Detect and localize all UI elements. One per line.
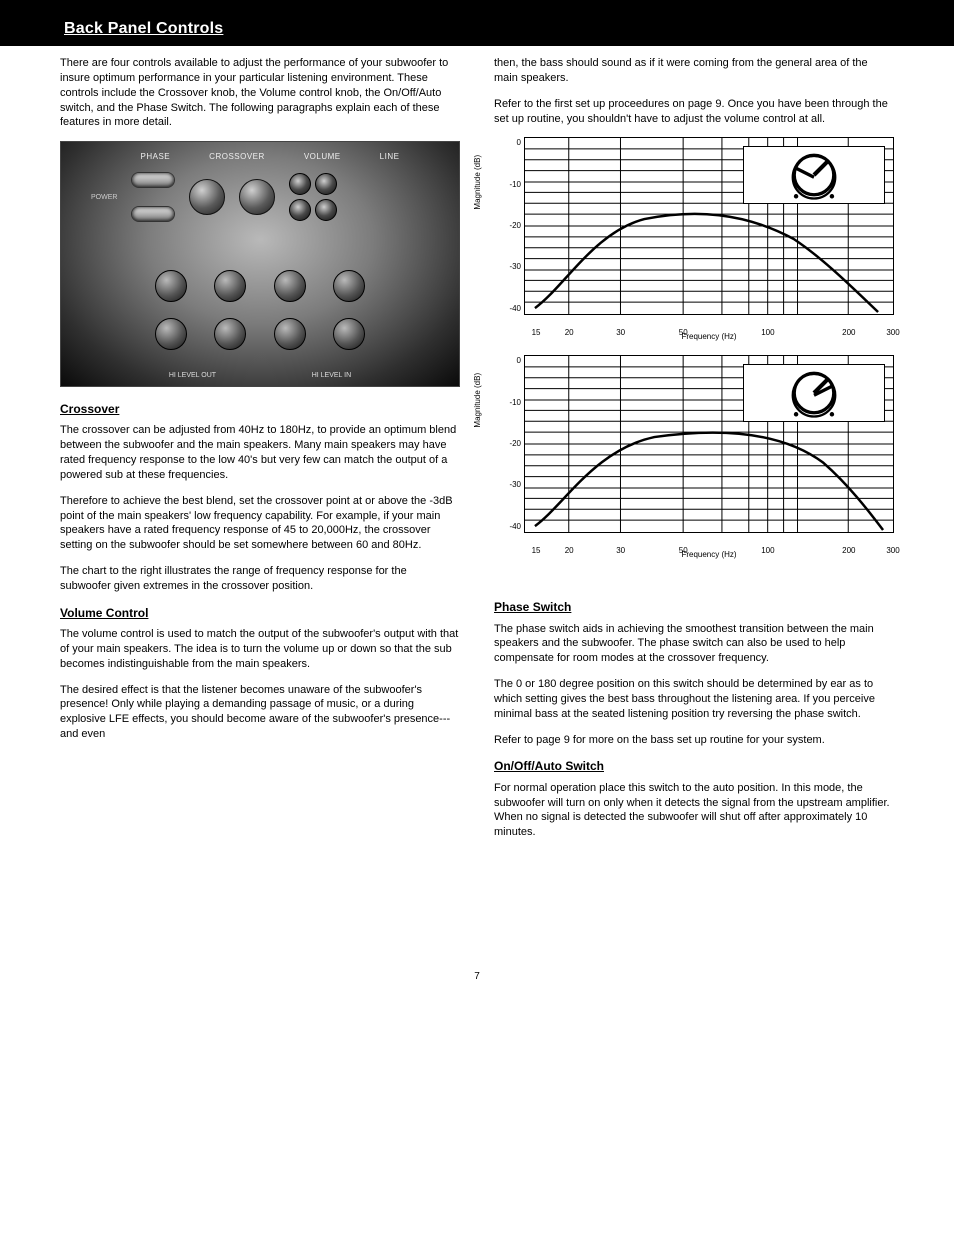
chart2-ytitle: Magnitude (dB) bbox=[473, 373, 484, 428]
chart1-ylabels: 0 -10 -20 -30 -40 bbox=[495, 138, 521, 314]
right-p2: Refer to the first set up proceedures on… bbox=[494, 97, 894, 127]
terminal bbox=[333, 318, 365, 350]
curve-1 bbox=[535, 214, 878, 312]
photo-bottom-labels: HI LEVEL OUT HI LEVEL IN bbox=[61, 371, 459, 380]
photo-terminal-row-2 bbox=[61, 318, 459, 350]
right-p1: then, the bass should sound as if it wer… bbox=[494, 56, 894, 86]
terminal bbox=[214, 318, 246, 350]
page-footer: 7 bbox=[0, 971, 954, 1002]
label-phase: PHASE bbox=[141, 152, 171, 163]
volume-knob bbox=[239, 179, 275, 215]
volume-p2: The desired effect is that the listener … bbox=[60, 683, 460, 742]
line-jacks bbox=[289, 173, 337, 221]
section-crossover: Crossover bbox=[60, 401, 460, 417]
section-volume: Volume Control bbox=[60, 605, 460, 621]
jack-out-l bbox=[315, 173, 337, 195]
label-volume: VOLUME bbox=[304, 152, 341, 163]
chart2-ylabels: 0 -10 -20 -30 -40 bbox=[495, 356, 521, 532]
section-phase: Phase Switch bbox=[494, 599, 894, 615]
section-auto: On/Off/Auto Switch bbox=[494, 758, 894, 774]
inset-vol-knob-icon bbox=[744, 365, 884, 421]
terminal bbox=[155, 270, 187, 302]
phase-switch bbox=[131, 172, 175, 188]
page-columns: There are four controls available to adj… bbox=[0, 46, 954, 851]
phase-p1: The phase switch aids in achieving the s… bbox=[494, 622, 894, 667]
terminal bbox=[333, 270, 365, 302]
intro-paragraph: There are four controls available to adj… bbox=[60, 56, 460, 130]
label-crossover: CROSSOVER bbox=[209, 152, 265, 163]
label-power: POWER bbox=[91, 193, 117, 202]
photo-terminal-row-1 bbox=[61, 270, 459, 302]
left-column: There are four controls available to adj… bbox=[60, 56, 460, 851]
crossover-p1: The crossover can be adjusted from 40Hz … bbox=[60, 423, 460, 482]
auto-p1: For normal operation place this switch t… bbox=[494, 781, 894, 840]
header-bar: Back Panel Controls bbox=[0, 0, 954, 46]
jack-in-l bbox=[289, 173, 311, 195]
chart2-xtitle: Frequency (Hz) bbox=[525, 550, 893, 561]
crossover-p3: The chart to the right illustrates the r… bbox=[60, 564, 460, 594]
right-column: then, the bass should sound as if it wer… bbox=[494, 56, 894, 851]
inset-vol-knob-icon bbox=[744, 147, 884, 203]
photo-row-1: POWER bbox=[61, 172, 459, 222]
photo-top-labels: PHASE CROSSOVER VOLUME LINE bbox=[61, 152, 459, 163]
terminal bbox=[274, 270, 306, 302]
jack-out-r bbox=[315, 199, 337, 221]
label-hli: HI LEVEL IN bbox=[312, 371, 351, 380]
label-line: LINE bbox=[380, 152, 400, 163]
auto-switch bbox=[131, 206, 175, 222]
chart-inset-2 bbox=[743, 364, 885, 422]
page-number: 7 bbox=[474, 971, 480, 982]
chart-inset-1 bbox=[743, 146, 885, 204]
curve-2 bbox=[535, 433, 883, 530]
response-chart-low: 0 -10 -20 -30 -40 Magnitude (dB) 15 20 3… bbox=[524, 137, 894, 315]
terminal bbox=[274, 318, 306, 350]
crossover-knob bbox=[189, 179, 225, 215]
chart1-xtitle: Frequency (Hz) bbox=[525, 332, 893, 343]
phase-p3: Refer to page 9 for more on the bass set… bbox=[494, 733, 894, 748]
terminal bbox=[155, 318, 187, 350]
crossover-p2: Therefore to achieve the best blend, set… bbox=[60, 494, 460, 553]
phase-p2: The 0 or 180 degree position on this swi… bbox=[494, 677, 894, 722]
jack-in-r bbox=[289, 199, 311, 221]
label-hlo: HI LEVEL OUT bbox=[169, 371, 216, 380]
response-chart-high: 0 -10 -20 -30 -40 Magnitude (dB) 15 20 3… bbox=[524, 355, 894, 533]
volume-p1: The volume control is used to match the … bbox=[60, 627, 460, 672]
header-title: Back Panel Controls bbox=[64, 20, 223, 38]
terminal bbox=[214, 270, 246, 302]
back-panel-photo: PHASE CROSSOVER VOLUME LINE POWER bbox=[60, 141, 460, 387]
chart1-ytitle: Magnitude (dB) bbox=[473, 155, 484, 210]
